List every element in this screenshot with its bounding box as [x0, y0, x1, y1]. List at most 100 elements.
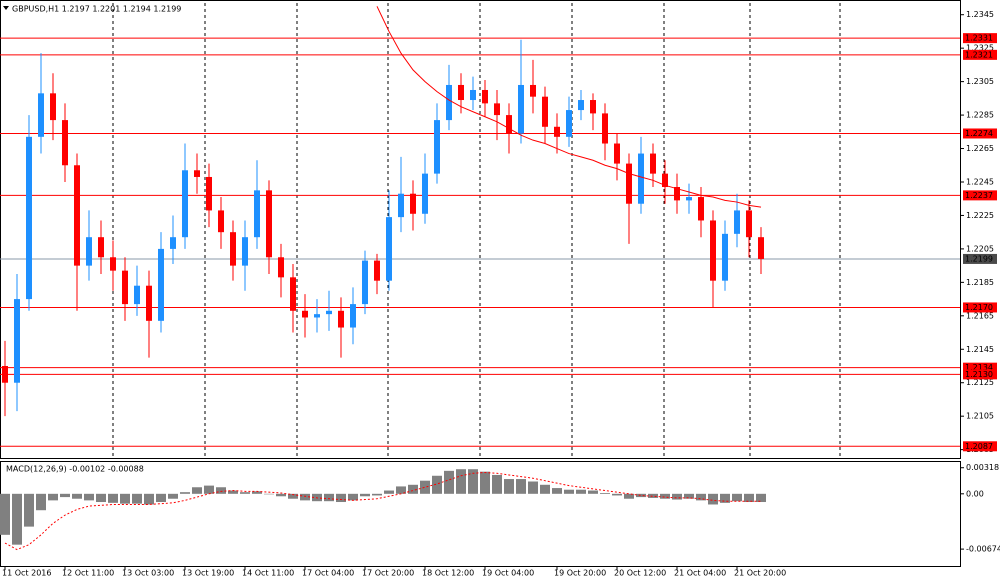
macd-bar — [324, 493, 334, 502]
trend-line — [376, 6, 762, 208]
candle-body — [38, 93, 44, 137]
x-tick-label: 21 Oct 04:00 — [674, 569, 726, 578]
x-tick-label: 12 Oct 11:00 — [62, 569, 114, 578]
candle-body — [314, 314, 320, 318]
candle-body — [338, 310, 344, 328]
macd-bar — [216, 487, 226, 494]
candle-body — [242, 237, 248, 266]
macd-title: MACD(12,26,9) -0.00102 -0.00088 — [6, 465, 144, 474]
y-tick-label: 1.2105 — [966, 412, 994, 421]
macd-bar — [168, 493, 178, 499]
macd-bar — [396, 486, 406, 494]
macd-bar — [180, 492, 190, 494]
candle-body — [686, 197, 692, 201]
macd-bar — [120, 493, 130, 504]
macd-bar — [540, 484, 550, 494]
macd-bar — [420, 480, 430, 494]
candle-body — [482, 89, 488, 104]
macd-bar — [636, 493, 646, 498]
macd-bar — [132, 493, 142, 504]
y-tick-label: 1.2145 — [966, 345, 994, 354]
level-label-box — [963, 190, 997, 201]
title-icon — [3, 6, 9, 10]
candle-body — [554, 126, 560, 137]
macd-bar — [672, 493, 682, 500]
candle-body — [710, 220, 716, 281]
x-tick-label: 17 Oct 20:00 — [362, 569, 414, 578]
y-tick-label: 0.00318 — [966, 463, 999, 472]
candle-body — [506, 115, 512, 134]
macd-bar — [480, 471, 490, 494]
macd-bar — [48, 493, 58, 501]
macd-bar — [660, 493, 670, 499]
y-tick-label: 1.2245 — [966, 177, 994, 186]
candle-body — [746, 210, 752, 238]
candle-body — [410, 193, 416, 214]
macd-bar — [516, 479, 526, 494]
candle-body — [650, 153, 656, 174]
macd-bar — [360, 493, 370, 497]
y-tick-label: 1.2285 — [966, 111, 994, 120]
macd-bar — [528, 481, 538, 494]
level-label: 1.2130 — [965, 370, 993, 379]
x-tick-label: 13 Oct 03:00 — [122, 569, 174, 578]
candle-body — [302, 310, 308, 318]
macd-bar — [684, 493, 694, 499]
candle-body — [446, 84, 452, 121]
candle-body — [206, 176, 212, 211]
candle-body — [62, 120, 68, 166]
macd-bar — [696, 493, 706, 501]
candle-body — [146, 285, 152, 321]
candle-body — [638, 153, 644, 204]
candle-body — [578, 100, 584, 111]
candle-body — [2, 365, 8, 383]
macd-bar — [108, 493, 118, 503]
macd-bar — [408, 484, 418, 494]
macd-bar — [348, 493, 358, 501]
level-label-box — [963, 369, 997, 380]
candle-body — [698, 197, 704, 221]
level-label-box — [963, 128, 997, 139]
candle-body — [590, 100, 596, 114]
level-label: 1.2274 — [965, 129, 993, 138]
macd-bar — [384, 490, 394, 494]
candle-body — [566, 110, 572, 137]
x-tick-label: 19 Oct 04:00 — [482, 569, 534, 578]
level-label-box — [963, 49, 997, 60]
current-price-label: 1.2199 — [965, 254, 993, 263]
candle-body — [122, 270, 128, 305]
macd-bar — [624, 493, 634, 499]
x-tick-label: 19 Oct 20:00 — [554, 569, 606, 578]
macd-bar — [468, 469, 478, 494]
candle-body — [350, 304, 356, 328]
macd-bar — [600, 492, 610, 494]
candle-body — [518, 84, 524, 134]
macd-bar — [552, 488, 562, 494]
candle-body — [758, 237, 764, 259]
level-label: 1.2170 — [965, 303, 993, 312]
macd-bar — [240, 492, 250, 494]
macd-bar — [336, 493, 346, 503]
candle-body — [362, 260, 368, 305]
level-label: 1.2087 — [965, 442, 993, 451]
macd-bar — [732, 493, 742, 502]
candle-body — [278, 257, 284, 278]
candle-body — [602, 113, 608, 144]
current-price-box — [963, 253, 997, 264]
candle-body — [266, 190, 272, 258]
level-label: 1.2331 — [965, 34, 993, 43]
macd-bar — [720, 493, 730, 503]
candle-body — [50, 93, 56, 121]
level-label: 1.2321 — [965, 50, 993, 59]
macd-bar — [12, 493, 22, 545]
x-tick-label: 14 Oct 11:00 — [242, 569, 294, 578]
level-label: 1.2237 — [965, 191, 993, 200]
level-label-box — [963, 302, 997, 313]
macd-bar — [144, 493, 154, 505]
y-tick-label: 1.2265 — [966, 144, 994, 153]
macd-bar — [96, 493, 106, 503]
candle-body — [74, 165, 80, 266]
candle-body — [494, 103, 500, 116]
macd-bar — [156, 493, 166, 503]
